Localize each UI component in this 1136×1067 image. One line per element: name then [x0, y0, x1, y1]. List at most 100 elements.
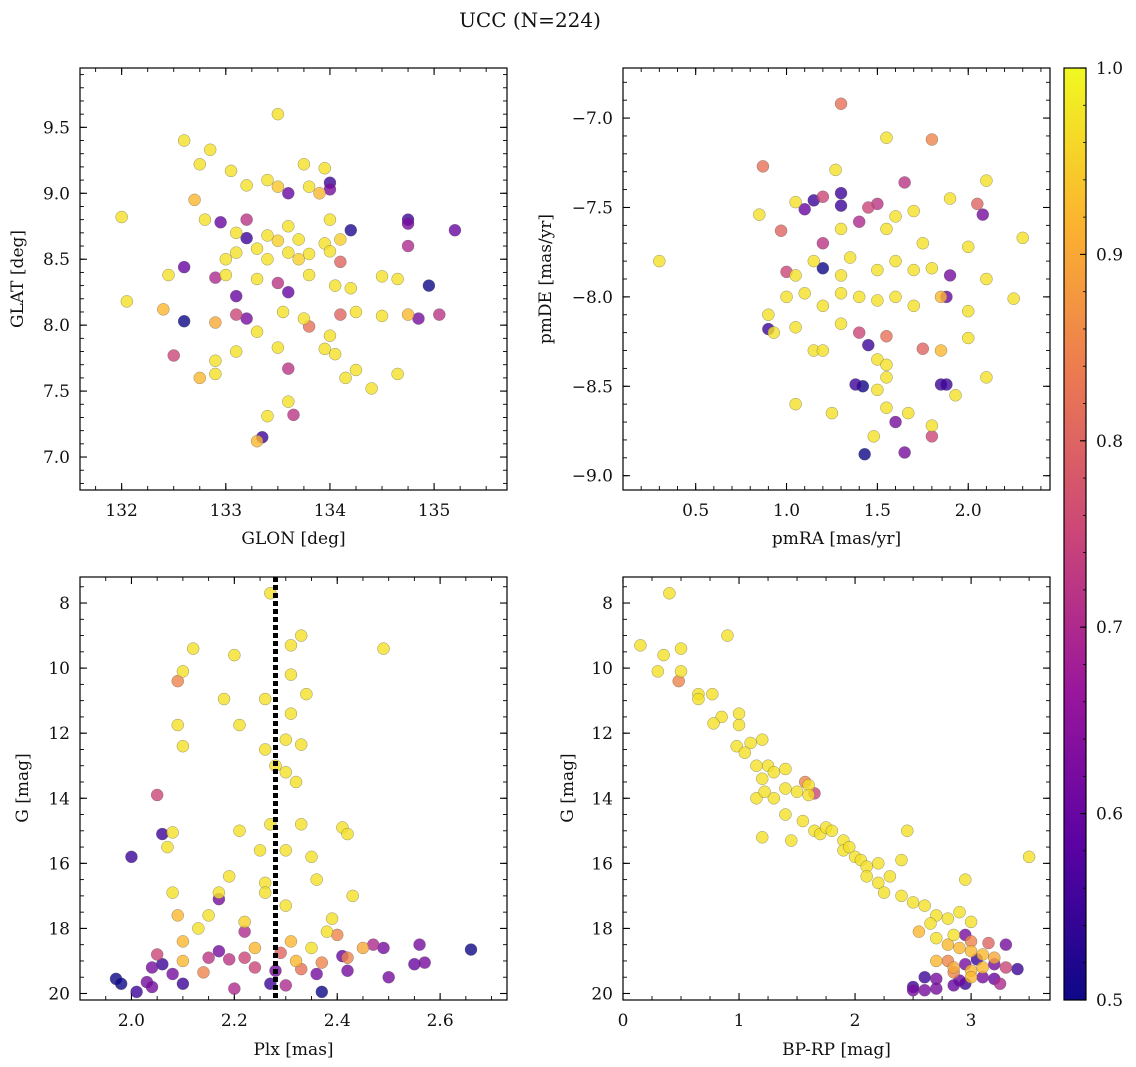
scatter-point	[880, 371, 893, 384]
scatter-point	[198, 213, 212, 226]
scatter-point	[176, 977, 190, 990]
scatter-point	[883, 870, 897, 883]
scatter-point	[161, 840, 174, 854]
scatter-point	[145, 980, 159, 994]
scatter-point	[228, 982, 241, 995]
scatter-point	[318, 161, 331, 175]
scatter-point	[145, 961, 159, 974]
scatter-point	[176, 954, 190, 968]
colorbar-tick-label: 0.9	[1096, 245, 1123, 265]
scatter-point	[867, 430, 880, 443]
scatter-point	[258, 692, 272, 706]
scatter-point	[947, 961, 960, 974]
scatter-point	[941, 912, 955, 925]
colorbar: 0.5 0.6 0.7 0.8 0.9 1.0	[1063, 59, 1123, 1011]
scatter-point	[959, 873, 972, 886]
x-tick-label: 1.5	[864, 501, 891, 521]
axis-ticks: 132 133 134 135 7.0 7.5 8.0 8.5 9.0 9.5	[43, 68, 507, 521]
scatter-point	[829, 163, 842, 177]
scatter-point	[156, 827, 169, 841]
scatter-point	[949, 388, 962, 402]
scatter-point	[229, 289, 243, 303]
scatter-point	[825, 406, 839, 420]
scatter-point	[250, 272, 264, 286]
scatter-point	[292, 252, 305, 266]
scatter-point	[339, 371, 352, 385]
scatter-point	[732, 707, 746, 720]
scatter-point	[233, 718, 246, 732]
scatter-point	[284, 668, 298, 681]
scatter-point	[375, 270, 389, 283]
scatter-point	[310, 873, 323, 886]
scatter-point	[779, 808, 792, 821]
scatter-point	[871, 263, 884, 277]
scatter-point	[871, 294, 884, 307]
scatter-point	[209, 354, 222, 368]
scatter-point	[328, 347, 342, 361]
scatter-point	[780, 290, 793, 304]
scatter-point	[209, 271, 222, 284]
scatter-point	[238, 915, 251, 929]
y-tick-label: 20	[48, 984, 70, 1004]
scatter-point	[341, 964, 354, 977]
scatter-point	[258, 886, 272, 899]
scatter-point	[753, 208, 766, 221]
scatter-point	[993, 977, 1007, 990]
scatter-point	[674, 665, 688, 678]
scatter-point	[943, 192, 957, 205]
scatter-point	[287, 408, 300, 422]
scatter-point	[305, 850, 318, 864]
scatter-point	[852, 215, 866, 229]
scatter-point	[294, 738, 308, 751]
scatter-point	[300, 687, 313, 701]
scatter-point	[318, 342, 331, 356]
scatter-point	[401, 217, 415, 230]
y-axis-label: GLAT [deg]	[8, 230, 28, 328]
scatter-point	[292, 233, 305, 246]
scatter-point	[240, 179, 253, 192]
y-tick-label: 10	[591, 659, 613, 679]
scatter-point	[862, 338, 875, 352]
scatter-points	[115, 107, 462, 448]
scatter-point	[843, 840, 856, 854]
scatter-point	[279, 844, 293, 857]
scatter-point	[261, 252, 274, 266]
figure-title: UCC (N=224)	[459, 8, 601, 32]
y-tick-label: 8.5	[43, 250, 70, 270]
scatter-point	[302, 180, 316, 193]
scatter-point	[250, 434, 264, 448]
scatter-point	[834, 186, 848, 200]
scatter-point	[253, 844, 267, 857]
scatter-point	[334, 255, 347, 269]
scatter-point	[1011, 962, 1024, 976]
scatter-point	[767, 792, 781, 805]
scatter-point	[365, 382, 378, 395]
scatter-point	[289, 775, 303, 789]
scatter-point	[271, 276, 285, 290]
colorbar-tick-label: 0.8	[1096, 432, 1123, 452]
scatter-point	[930, 982, 943, 995]
plot-frame	[622, 576, 1051, 1001]
scatter-point	[834, 269, 848, 282]
scatter-point	[240, 231, 253, 245]
scatter-point	[976, 208, 990, 221]
plot-frame	[79, 67, 508, 491]
scatter-point	[282, 246, 295, 259]
scatter-point	[250, 325, 264, 338]
scatter-point	[816, 190, 830, 203]
scatter-point	[925, 133, 939, 146]
scatter-point	[282, 285, 295, 299]
scatter-point	[325, 912, 339, 925]
scatter-point	[171, 718, 184, 732]
scatter-point	[947, 979, 960, 992]
scatter-point	[732, 718, 746, 732]
y-tick-label: 9.0	[43, 184, 70, 204]
scatter-point	[323, 329, 337, 342]
panel-glon-glat: 132 133 134 135 7.0 7.5 8.0 8.5 9.0 9.5 GLON [deg…	[8, 67, 508, 549]
scatter-point	[774, 224, 788, 237]
scatter-point	[825, 824, 839, 838]
panel-plx-g: 2.0 2.2 2.4 2.6 8 10 12 14 16 18 20 Plx [mas] G [m…	[13, 576, 508, 1060]
scatter-point	[924, 917, 937, 930]
x-tick-label: 1.0	[773, 501, 800, 521]
scatter-point	[925, 419, 939, 432]
